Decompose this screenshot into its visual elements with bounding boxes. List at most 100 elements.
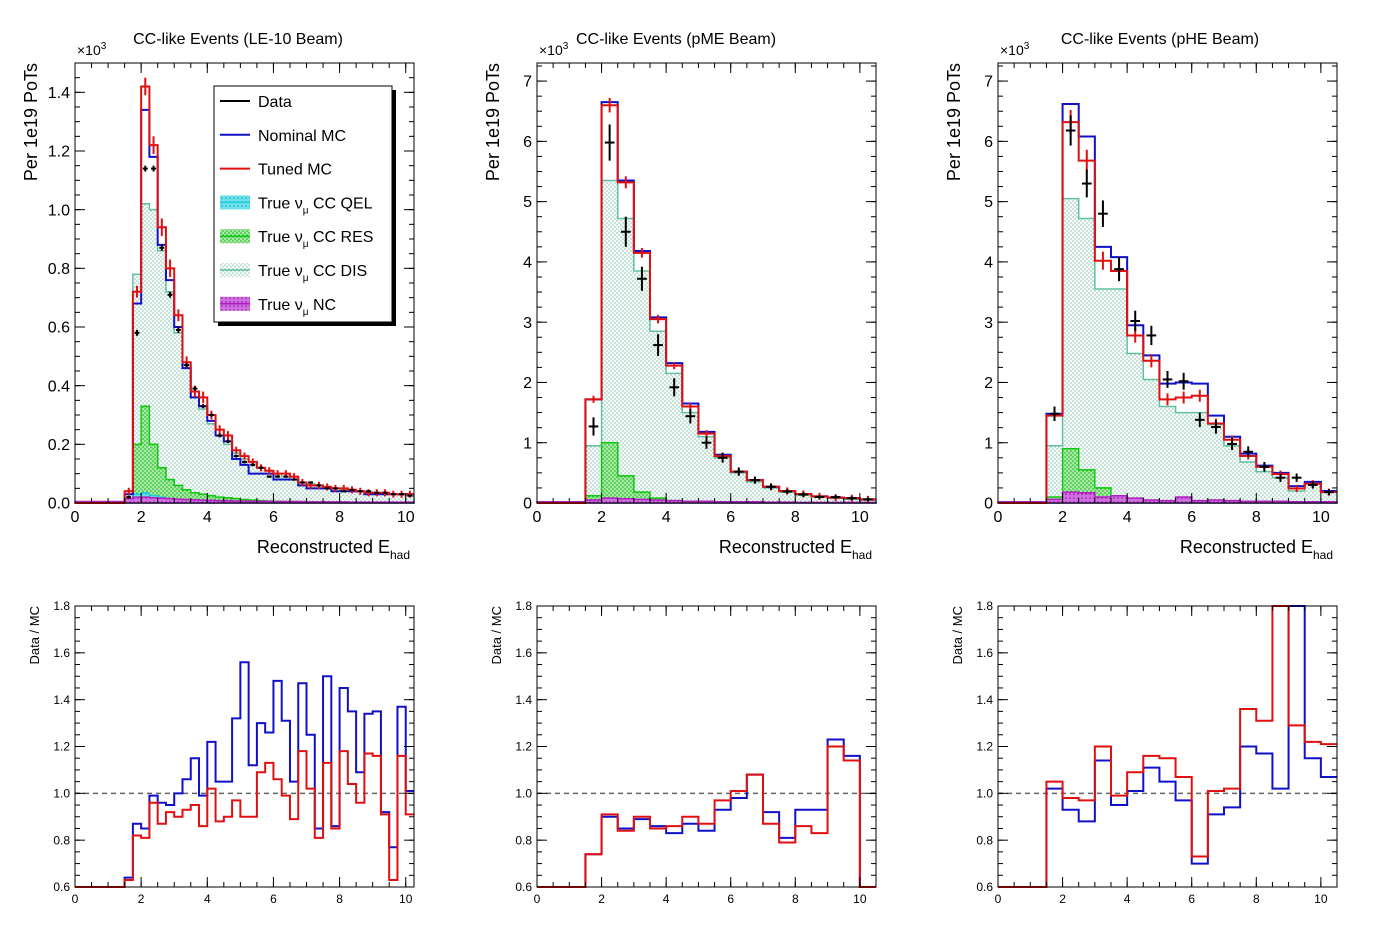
x-tick-label: 0 — [71, 509, 80, 526]
x-axis-label: Reconstructed Ehad — [719, 537, 872, 562]
y-tick-label: 1.6 — [53, 646, 70, 660]
legend-entry-res: True νμ CC RES — [220, 229, 373, 250]
x-tick-label: 4 — [204, 892, 211, 906]
data-point — [766, 483, 776, 490]
y-tick-label: 6 — [984, 134, 993, 151]
y-axis-label: Per 1e19 PoTs — [944, 63, 964, 181]
data-point — [357, 490, 363, 493]
y-tick-label: 0 — [984, 496, 993, 513]
legend-entry-dis: True νμ CC DIS — [220, 263, 367, 284]
data-point — [1065, 115, 1076, 146]
y-tick-label: 5 — [984, 194, 993, 211]
data-point — [717, 452, 728, 463]
plot-frame — [536, 605, 877, 888]
legend-label: True νμ NC — [258, 297, 336, 318]
x-tick-label: 8 — [1252, 509, 1261, 526]
y-axis-label: Data / MC — [27, 606, 42, 665]
x-tick-label: 2 — [1059, 892, 1066, 906]
x-tick-label: 10 — [399, 892, 413, 906]
data-point — [250, 463, 256, 467]
y-axis-multiplier: ×103 — [539, 41, 569, 58]
y-tick-label: 1.4 — [976, 693, 993, 707]
x-tick-label: 6 — [269, 509, 278, 526]
data-point — [192, 386, 198, 391]
y-tick-label: 1.4 — [515, 693, 532, 707]
x-tick-label: 2 — [1058, 509, 1067, 526]
data-point — [407, 494, 413, 497]
data-point — [374, 491, 380, 494]
x-tick-label: 0 — [995, 892, 1002, 906]
legend-entry-data: Data — [220, 94, 292, 111]
y-tick-label: 4 — [984, 255, 993, 272]
series-ratio-nominal — [537, 738, 876, 888]
data-point — [324, 487, 330, 490]
series-cc-dis — [998, 197, 1338, 504]
data-point — [750, 476, 760, 484]
data-point — [233, 454, 239, 458]
data-point — [291, 478, 297, 481]
y-tick-label: 1.0 — [53, 787, 70, 801]
x-tick-label: 2 — [138, 892, 145, 906]
data-point — [159, 244, 165, 251]
y-tick-label: 0.6 — [48, 320, 70, 337]
y-tick-label: 1.0 — [515, 787, 532, 801]
x-tick-label: 6 — [270, 892, 277, 906]
y-tick-label: 1.2 — [515, 740, 532, 754]
x-tick-label: 0 — [994, 509, 1003, 526]
panel-title: CC-like Events (LE-10 Beam) — [133, 31, 343, 48]
data-point — [399, 493, 405, 496]
y-tick-label: 1.8 — [976, 599, 993, 613]
panel-le10-ratio: 0 2 4 6 8 10 0.6 0.8 1.0 1.2 1.4 1.6 1.8 Data / MC — [27, 599, 415, 906]
data-point — [653, 334, 663, 356]
panel-pme-spectrum: CC-like Events (pME Beam) 0 2 4 6 8 10 0 1 2 3 4 5 6… — [483, 31, 877, 562]
y-tick-label: 4 — [523, 255, 532, 272]
y-tick-label: 3 — [523, 315, 532, 332]
legend-label: Tuned MC — [258, 162, 332, 179]
legend-label: True νμ CC QEL — [258, 195, 373, 216]
x-tick-label: 4 — [203, 509, 212, 526]
data-point — [701, 436, 712, 449]
data-point — [863, 497, 873, 502]
x-tick-label: 6 — [1187, 509, 1196, 526]
data-point — [316, 484, 322, 487]
legend-entry-tuned: Tuned MC — [220, 162, 332, 179]
x-tick-label: 8 — [792, 892, 799, 906]
x-tick-label: 4 — [1123, 509, 1132, 526]
plot-frame — [997, 605, 1338, 888]
y-axis-label: Per 1e19 PoTs — [483, 63, 503, 181]
series-nc — [74, 496, 415, 504]
data-point — [588, 417, 599, 436]
x-tick-label: 0 — [533, 509, 542, 526]
data-point — [1307, 481, 1318, 489]
series-cc-dis — [537, 179, 877, 504]
data-point — [830, 495, 841, 499]
y-tick-label: 0 — [523, 496, 532, 513]
data-point — [258, 466, 264, 470]
data-point — [308, 481, 314, 484]
y-tick-label: 0.6 — [976, 880, 993, 894]
data-point — [1162, 371, 1173, 388]
data-point — [1098, 200, 1108, 227]
data-point — [299, 481, 305, 484]
x-tick-label: 2 — [137, 509, 146, 526]
y-tick-label: 0.8 — [515, 833, 532, 847]
data-point — [382, 491, 388, 494]
data-point — [620, 216, 631, 247]
data-point — [1324, 489, 1334, 496]
y-tick-label: 1 — [984, 435, 993, 452]
x-tick-label: 10 — [853, 892, 867, 906]
panel-pme-ratio: 0 2 4 6 8 10 0.6 0.8 1.0 1.2 1.4 1.6 1.8 Data / MC — [489, 599, 877, 906]
y-tick-label: 0.8 — [48, 261, 70, 278]
x-tick-label: 10 — [1314, 892, 1328, 906]
data-point — [1178, 372, 1189, 390]
y-tick-label: 1.4 — [53, 693, 70, 707]
x-tick-label: 8 — [335, 509, 344, 526]
y-tick-label: 1.4 — [48, 85, 70, 102]
x-tick-label: 8 — [791, 509, 800, 526]
data-point — [1114, 257, 1124, 282]
panel-phe-spectrum: CC-like Events (pHE Beam) 0 2 4 6 8 10 0 1 2 3 4 5 6… — [944, 31, 1338, 562]
data-point — [1211, 420, 1221, 434]
data-point — [604, 124, 615, 161]
x-tick-label: 8 — [1253, 892, 1260, 906]
